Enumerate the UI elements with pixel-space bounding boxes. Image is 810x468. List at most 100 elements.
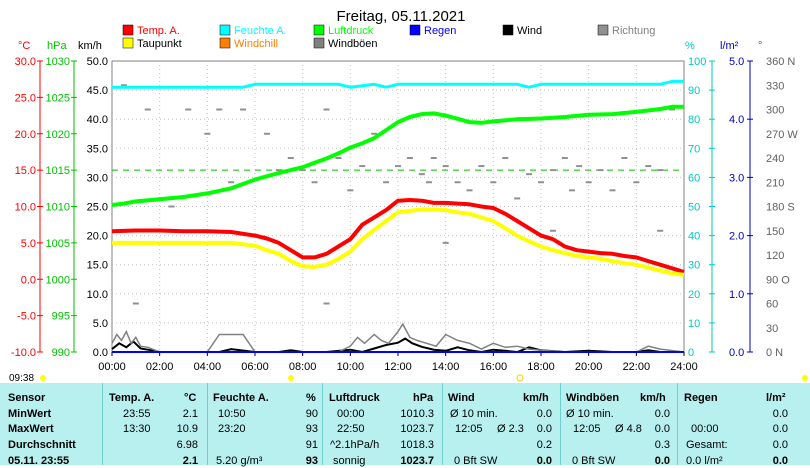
header-pressure: Luftdruck: [329, 392, 380, 404]
x-tick-label: 10:00: [337, 361, 365, 373]
wind-tick-label: 35.0: [87, 143, 108, 155]
humidity-tick-label: 100: [688, 56, 706, 68]
legend-swatch: [219, 37, 231, 49]
series-gust-line: [111, 322, 685, 353]
humidity-tick-label: 90: [688, 85, 700, 97]
row-label-max: MaxWert: [8, 423, 54, 435]
avg-pressure-desc: ^2.1hPa/h: [330, 439, 380, 451]
min-pressure-value: 1010.3: [400, 408, 434, 420]
direction-tick-label: 270 W: [766, 129, 798, 141]
x-tick-label: 04:00: [194, 361, 222, 373]
legend-swatch: [502, 24, 514, 36]
wind-tick-label: 30.0: [87, 172, 108, 184]
series-humidity-line: [112, 79, 684, 89]
wind-tick-label: 15.0: [87, 260, 108, 272]
legend-label: Feuchte A.: [234, 25, 287, 37]
cur-temp-value: 2.1: [182, 455, 198, 467]
max-wind-time: 12:05: [455, 423, 483, 435]
legend-swatch: [313, 24, 325, 36]
grid: [112, 61, 684, 352]
direction-tick-label: 60: [766, 299, 778, 311]
x-tick-label: 12:00: [384, 361, 412, 373]
direction-tick-label: 120: [766, 250, 784, 262]
min-temp-value: 2.1: [182, 408, 198, 420]
wind-tick-label: 0.0: [93, 347, 108, 359]
header-sensor: Sensor: [8, 392, 46, 404]
direction-tick-label: 360 N: [766, 56, 795, 68]
humidity-tick-label: 40: [688, 231, 700, 243]
row-label-current: 05.11. 23:55: [8, 455, 70, 467]
divider: [207, 383, 208, 465]
avg-wind-value: 0.2: [536, 439, 552, 451]
x-tick-label: 14:00: [432, 361, 460, 373]
cur-rain-value: 0.0: [772, 455, 788, 467]
min-wind-value: 0.0: [536, 408, 552, 420]
temp-tick-label: 0.0: [21, 274, 36, 286]
header-gust: Windböen: [566, 392, 620, 404]
axis-units: °C hPa km/h % l/m² °: [18, 40, 762, 52]
series: [111, 79, 685, 354]
header-rain-unit: l/m²: [766, 392, 786, 404]
pressure-tick-label: 1020: [46, 129, 70, 141]
humidity-tick-label: 30: [688, 260, 700, 272]
divider: [442, 383, 443, 465]
min-gust-desc: Ø 10 min.: [566, 408, 614, 420]
max-temp-value: 10.9: [176, 423, 198, 435]
rain-tick-label: 0.0: [729, 347, 744, 359]
legend-label: Windböen: [328, 38, 378, 50]
sun-markers: 09:38: [9, 373, 808, 383]
header-gust-unit: km/h: [640, 392, 666, 404]
avg-gust-value: 0.3: [654, 439, 670, 451]
direction-tick-label: 180 S: [766, 202, 795, 214]
rain-unit-label: l/m²: [720, 40, 739, 52]
max-pressure-value: 1023.7: [400, 423, 434, 435]
wind-tick-label: 50.0: [87, 56, 108, 68]
humidity-tick-label: 20: [688, 289, 700, 301]
wind-tick-label: 40.0: [87, 114, 108, 126]
temp-tick-label: 20.0: [15, 129, 36, 141]
series-temp-line: [111, 198, 685, 274]
pressure-tick-label: 1015: [46, 165, 70, 177]
max-wind-value: 0.0: [536, 423, 552, 435]
x-tick-label: 02:00: [146, 361, 174, 373]
pressure-tick-label: 1000: [46, 274, 70, 286]
temp-tick-label: -10.0: [11, 347, 36, 359]
legend-swatch: [313, 37, 325, 49]
rain-tick-label: 5.0: [729, 56, 744, 68]
avg-rain-value: 0.0: [772, 439, 788, 451]
humidity-tick-label: 50: [688, 202, 700, 214]
max-gust-value: 0.0: [654, 423, 670, 435]
direction-tick-label: 0 N: [766, 347, 783, 359]
humidity-tick-label: 10: [688, 318, 700, 330]
divider: [677, 383, 678, 465]
legend-label: Wind: [517, 25, 542, 37]
min-humidity-value: 90: [305, 408, 318, 420]
temp-tick-label: 30.0: [15, 56, 36, 68]
min-rain-value: 0.0: [772, 408, 788, 420]
max-gust-desc: Ø 4.8: [615, 423, 642, 435]
divider: [322, 383, 323, 465]
x-tick-label: 24:00: [670, 361, 698, 373]
row-label-avg: Durchschnitt: [8, 439, 76, 451]
humidity-tick-label: 80: [688, 114, 700, 126]
pressure-tick-label: 1005: [46, 238, 70, 250]
series-pressure-line: [111, 104, 684, 207]
max-temp-time: 13:30: [123, 423, 151, 435]
avg-temp-value: 6.98: [176, 439, 198, 451]
min-humidity-time: 10:50: [218, 408, 246, 420]
temp-tick-label: 25.0: [15, 92, 36, 104]
cur-rain-desc: 0.0 l/m²: [686, 455, 723, 467]
header-wind-unit: km/h: [523, 392, 549, 404]
header-humidity: Feuchte A.: [213, 392, 269, 404]
weather-chart: Freitag, 05.11.2021 Temp. A.Taupunkt Feuc…: [9, 8, 808, 383]
legend-label: Windchill: [234, 38, 278, 50]
humidity-tick-label: 70: [688, 143, 700, 155]
x-tick-label: 06:00: [241, 361, 269, 373]
humidity-unit-label: %: [685, 40, 695, 52]
temp-tick-label: 5.0: [21, 238, 36, 250]
legend-swatch: [409, 24, 421, 36]
temp-tick-label: -5.0: [17, 311, 36, 323]
divider: [102, 383, 103, 465]
header-pressure-unit: hPa: [413, 392, 434, 404]
plot-area: [111, 60, 685, 353]
